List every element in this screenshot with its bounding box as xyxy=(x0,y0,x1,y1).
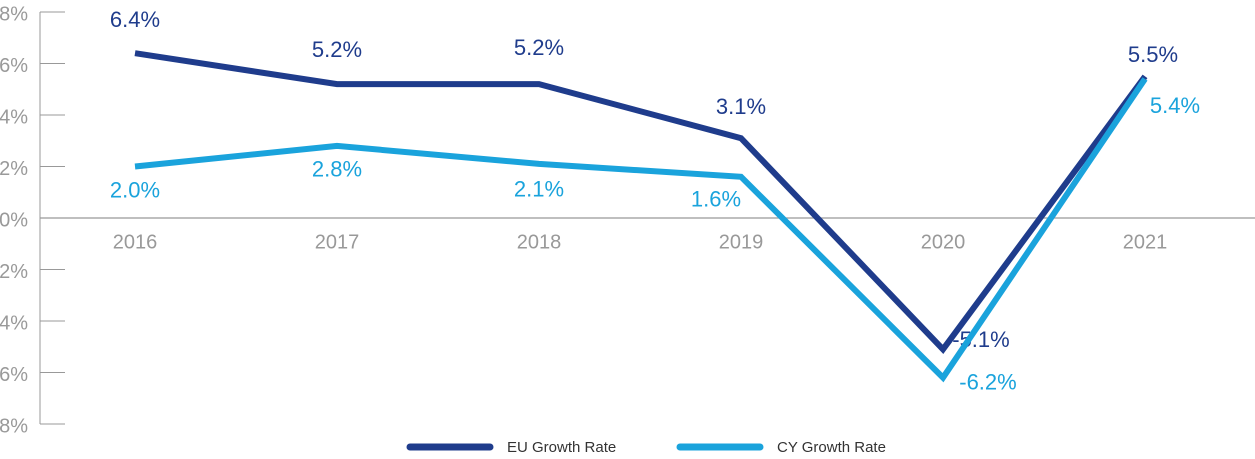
x-tick-label: 2018 xyxy=(517,231,562,253)
data-label: 6.4% xyxy=(110,7,160,32)
y-tick-label: 6% xyxy=(0,55,28,77)
y-tick-label: 0% xyxy=(0,209,28,231)
y-tick-label: 8% xyxy=(0,3,28,25)
y-tick-label: -2% xyxy=(0,261,28,283)
data-label: -6.2% xyxy=(959,369,1016,394)
data-label: 2.1% xyxy=(514,177,564,202)
line-series xyxy=(134,50,1148,354)
data-label: 5.5% xyxy=(1128,42,1178,67)
y-tick-label: -8% xyxy=(0,415,28,437)
y-tick-label: -4% xyxy=(0,312,28,334)
y-tick-label: -6% xyxy=(0,364,28,386)
x-tick-label: 2016 xyxy=(113,231,158,253)
data-label: 5.2% xyxy=(514,35,564,60)
data-label: 5.4% xyxy=(1150,93,1200,118)
legend-label: EU Growth Rate xyxy=(507,439,616,456)
data-label: 2.0% xyxy=(110,177,160,202)
data-label: 3.1% xyxy=(716,94,766,119)
x-tick-label: 2020 xyxy=(921,231,966,253)
x-tick-label: 2021 xyxy=(1123,231,1168,253)
legend-label: CY Growth Rate xyxy=(777,439,886,456)
y-tick-label: 4% xyxy=(0,106,28,128)
data-label: 2.8% xyxy=(312,157,362,182)
x-tick-label: 2017 xyxy=(315,231,360,253)
x-tick-label: 2019 xyxy=(719,231,764,253)
data-label: 5.2% xyxy=(312,37,362,62)
y-tick-label: 2% xyxy=(0,158,28,180)
line-series xyxy=(134,77,1148,383)
data-label: 1.6% xyxy=(691,187,741,212)
